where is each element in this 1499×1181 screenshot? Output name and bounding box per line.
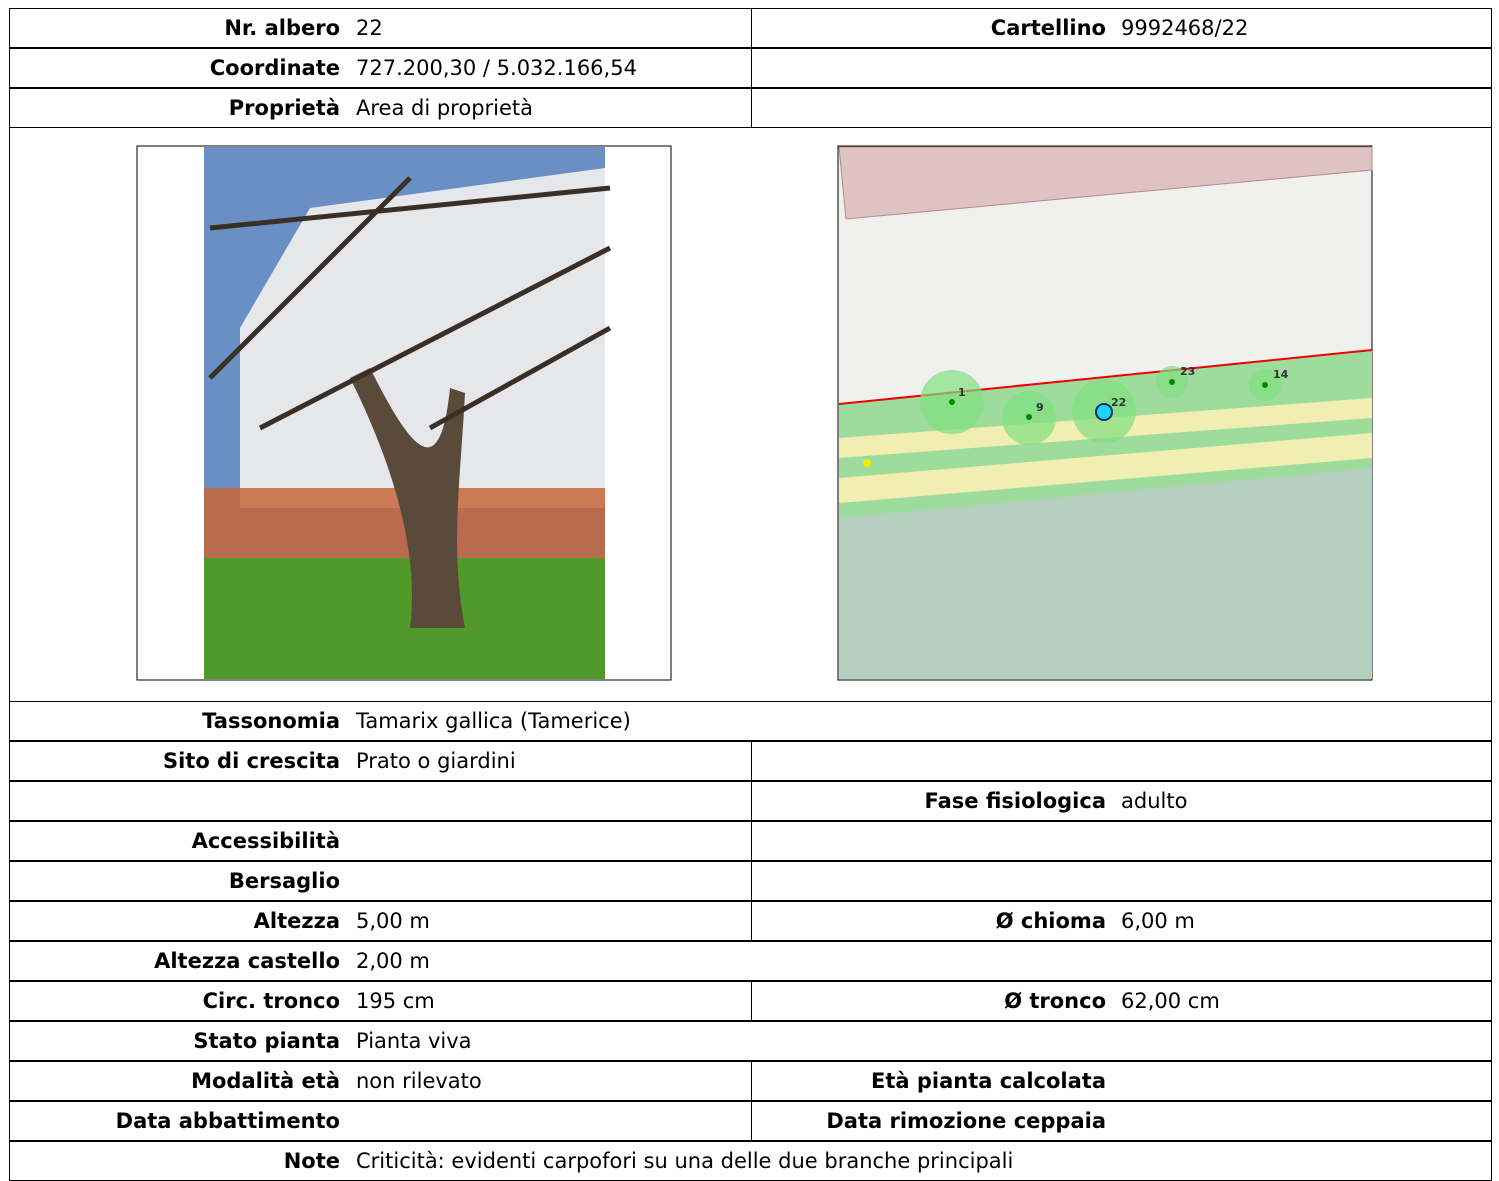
field-label: Accessibilità [191,829,340,853]
field-label: Cartellino [990,16,1106,40]
cell-divider [751,902,752,940]
table-row: Circ. tronco 195 cm Ø tronco 62,00 cm [9,981,1492,1021]
field-label: Bersaglio [228,869,340,893]
field-value: non rilevato [356,1069,482,1093]
image-row: 1 9 22 23 14 [9,127,1492,702]
field-label: Stato pianta [193,1029,340,1053]
field-label: Modalità età [191,1069,340,1093]
table-row: Data abbattimento Data rimozione ceppaia [9,1101,1492,1141]
cell-divider [751,1102,752,1140]
table-row: Tassonomia Tamarix gallica (Tamerice) [9,701,1492,741]
field-value: 727.200,30 / 5.032.166,54 [356,56,637,80]
field-label: Note [283,1149,340,1173]
field-value: 6,00 m [1121,909,1195,933]
map-label: 14 [1273,368,1289,381]
table-row: Note Criticità: evidenti carpofori su una… [9,1141,1492,1181]
field-label: Ø tronco [1004,989,1106,1013]
table-row: Nr. albero 22 Cartellino 9992468/22 [9,8,1492,48]
images: 1 9 22 23 14 [136,145,1373,681]
map-label: 1 [958,386,966,399]
field-value: 2,00 m [356,949,430,973]
field-value: 9992468/22 [1121,16,1249,40]
field-label: Circ. tronco [202,989,340,1013]
cell-divider [751,49,752,87]
field-label: Età pianta calcolata [870,1069,1106,1093]
tree-photo [204,147,612,679]
field-label: Altezza castello [154,949,340,973]
table-row: Modalità età non rilevato Età pianta calco… [9,1061,1492,1101]
table-row: Coordinate 727.200,30 / 5.032.166,54 [9,48,1492,88]
field-label: Data rimozione ceppaia [826,1109,1106,1133]
table-row: Proprietà Area di proprietà [9,88,1492,128]
map-label: 22 [1111,396,1126,409]
cell-divider [751,862,752,900]
field-label: Sito di crescita [162,749,340,773]
cell-divider [751,982,752,1020]
field-value: Pianta viva [356,1029,472,1053]
field-value: Area di proprietà [356,96,534,120]
table-row: Sito di crescita Prato o giardini [9,741,1492,781]
table-row: Altezza 5,00 m Ø chioma 6,00 m [9,901,1492,941]
cell-divider [751,782,752,820]
field-value: 62,00 cm [1121,989,1220,1013]
field-value: Tamarix gallica (Tamerice) [356,709,631,733]
cell-divider [751,9,752,47]
table-row: Accessibilità [9,821,1492,861]
cell-divider [751,1062,752,1100]
field-label: Fase fisiologica [924,789,1106,813]
field-label: Nr. albero [224,16,340,40]
table-row: Bersaglio [9,861,1492,901]
field-label: Altezza [253,909,340,933]
cell-divider [751,822,752,860]
field-label: Coordinate [209,56,340,80]
field-value: 5,00 m [356,909,430,933]
cell-divider [751,742,752,780]
field-label: Tassonomia [202,709,340,733]
table-row: Fase fisiologica adulto [9,781,1492,821]
map-label: 9 [1036,401,1044,414]
field-value: 195 cm [356,989,435,1013]
field-label: Ø chioma [995,909,1106,933]
map [838,146,1373,679]
field-label: Proprietà [228,96,340,120]
field-value: Criticità: evidenti carpofori su una del… [356,1149,1014,1173]
field-value: adulto [1121,789,1188,813]
cell-divider [751,89,752,127]
field-label: Data abbattimento [115,1109,340,1133]
table-row: Altezza castello 2,00 m [9,941,1492,981]
table-row: Stato pianta Pianta viva [9,1021,1492,1061]
map-label: 23 [1180,365,1195,378]
field-value: Prato o giardini [356,749,516,773]
field-value: 22 [356,16,383,40]
